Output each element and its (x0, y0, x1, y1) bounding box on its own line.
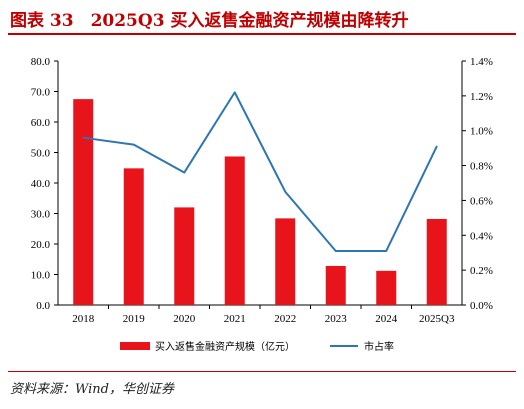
bar (224, 156, 245, 305)
chart-title: 图表 33 2025Q3 买入返售金融资产规模由降转升 (10, 11, 409, 31)
legend-bar-label: 买入返售金融资产规模（亿元） (155, 340, 295, 353)
right-tick-label: 0.6% (470, 195, 493, 207)
legend: 买入返售金融资产规模（亿元） 市占率 (120, 340, 394, 353)
left-tick-label: 40.0 (31, 178, 51, 190)
title-rule (8, 33, 516, 35)
right-tick-label: 1.0% (470, 126, 493, 138)
x-tick-label: 2023 (325, 313, 348, 325)
left-tick-label: 70.0 (31, 87, 51, 99)
left-tick-label: 30.0 (31, 209, 51, 221)
right-tick-label: 0.8% (470, 161, 493, 173)
legend-line-label: 市占率 (364, 340, 394, 353)
right-tick-label: 0.0% (470, 300, 493, 312)
legend-bar-swatch (120, 342, 150, 350)
left-tick-label: 50.0 (31, 148, 51, 160)
right-tick-label: 0.2% (470, 265, 493, 277)
line-point (132, 143, 135, 146)
left-tick-label: 20.0 (31, 239, 51, 251)
line-point (284, 190, 287, 193)
x-tick-label: 2025Q3 (419, 313, 455, 325)
market-share-line (83, 91, 438, 252)
bar (275, 218, 296, 305)
left-tick-label: 0.0 (36, 300, 50, 312)
line-point (233, 91, 236, 94)
bar-series (73, 99, 447, 305)
bar (426, 218, 447, 305)
bar (376, 270, 397, 305)
left-tick-label: 10.0 (31, 270, 51, 282)
left-tick-label: 80.0 (31, 56, 51, 68)
source-note: 资料来源：Wind，华创证券 (10, 382, 174, 397)
line-point (183, 171, 186, 174)
x-tick-label: 2021 (224, 313, 246, 325)
x-tick-label: 2020 (173, 313, 196, 325)
x-tick-label: 2022 (274, 313, 296, 325)
bar (325, 265, 346, 305)
footer-rule (8, 371, 516, 372)
line-point (385, 250, 388, 252)
bar (174, 207, 195, 305)
line-point (435, 145, 438, 148)
right-tick-label: 1.4% (470, 56, 493, 68)
line-point (82, 136, 85, 139)
left-tick-label: 60.0 (31, 117, 51, 129)
x-tick-label: 2024 (375, 313, 398, 325)
line-point (334, 250, 337, 252)
line-series (82, 91, 438, 252)
x-tick-label: 2018 (72, 313, 95, 325)
bar (73, 99, 94, 305)
tick-labels: 0.0 10.0 20.0 30.0 40.0 50.0 60.0 70.0 80.0 0.0% 0… (31, 56, 493, 325)
axes (54, 60, 466, 309)
right-tick-label: 1.2% (470, 91, 493, 103)
right-tick-label: 0.4% (470, 230, 493, 242)
bar (123, 168, 144, 305)
x-tick-label: 2019 (123, 313, 146, 325)
